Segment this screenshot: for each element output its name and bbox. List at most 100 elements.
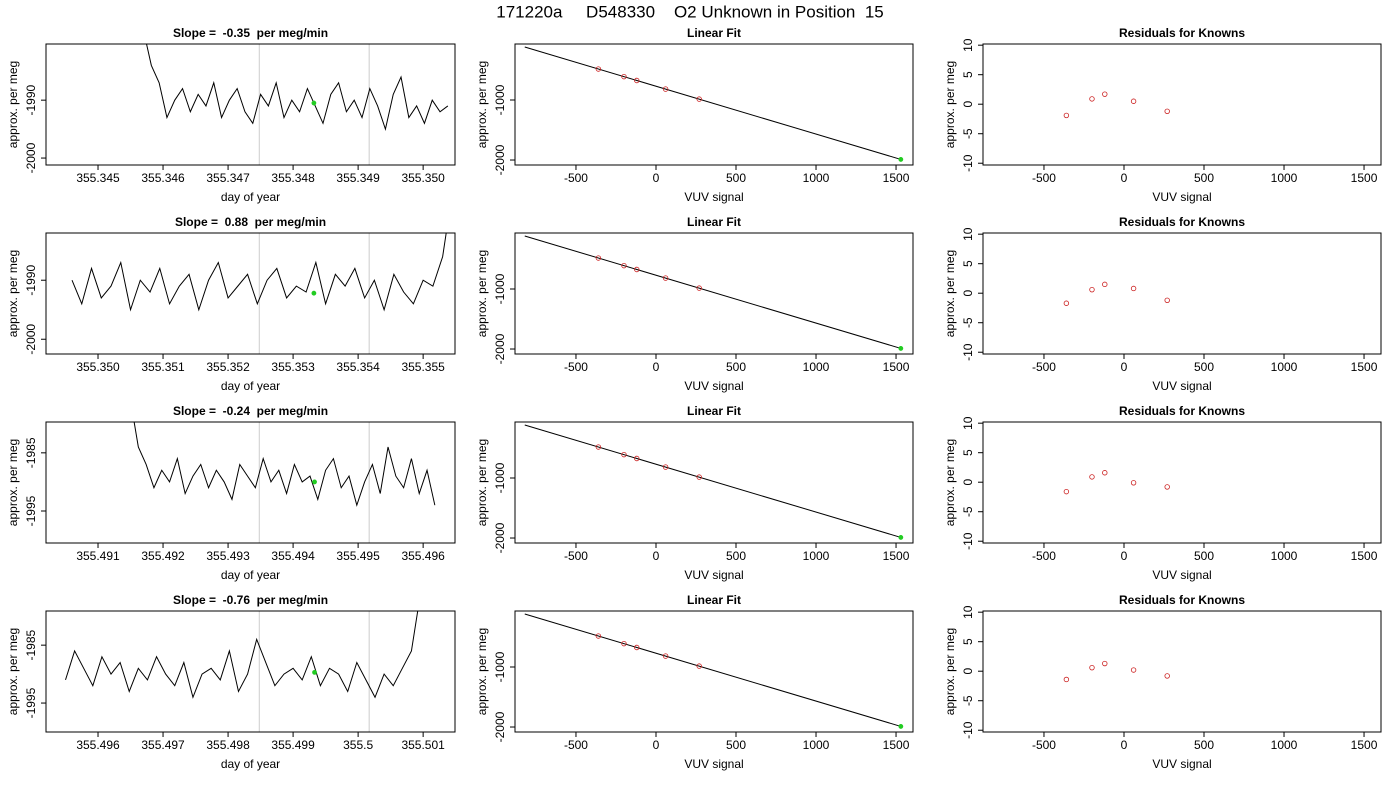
x-tick-label: 1000: [1271, 360, 1298, 374]
x-tick-label: 355.352: [206, 360, 250, 374]
y-tick-label: -2000: [493, 144, 507, 175]
panel: Linear Fit VUV signal approx. per meg -500 0…: [475, 593, 914, 771]
data-point: [662, 653, 669, 659]
x-tick-label: 500: [726, 360, 746, 374]
panel: Linear Fit VUV signal approx. per meg -500 0…: [475, 404, 914, 582]
y-tick-label: -1985: [24, 437, 38, 468]
data-point: [1089, 286, 1095, 293]
y-axis-label: approx. per meg: [6, 439, 20, 526]
panel: Slope = -0.76 per meg/min day of year appr…: [6, 593, 456, 771]
panel: Residuals for Knowns VUV signal approx. pe…: [943, 26, 1382, 204]
panel: Linear Fit VUV signal approx. per meg -500 0…: [475, 215, 914, 393]
data-point: [1102, 91, 1108, 97]
plot-area: [1063, 91, 1170, 119]
panel: Linear Fit VUV signal approx. per meg -500 0…: [475, 26, 914, 204]
y-axis-label: approx. per meg: [943, 61, 957, 148]
y-axis-label: approx. per meg: [6, 628, 20, 715]
data-point: [312, 479, 317, 485]
panel-title: Residuals for Knowns: [1119, 215, 1245, 229]
y-tick-label: 5: [961, 260, 975, 267]
x-tick-label: 1500: [1351, 171, 1378, 185]
y-tick-label: 0: [961, 479, 975, 486]
x-axis-label: day of year: [221, 757, 280, 771]
y-tick-label: 0: [961, 101, 975, 108]
x-tick-label: -500: [564, 360, 588, 374]
y-axis-label: approx. per meg: [475, 628, 489, 715]
y-tick-label: -1990: [24, 84, 38, 115]
y-tick-label: -10: [961, 343, 975, 361]
x-axis-label: day of year: [221, 379, 280, 393]
data-point: [1130, 285, 1137, 292]
y-axis-label: approx. per meg: [475, 250, 489, 337]
x-axis-label: day of year: [221, 568, 280, 582]
x-tick-label: 355.495: [336, 549, 380, 563]
x-tick-label: 1500: [883, 549, 910, 563]
panel-title: Linear Fit: [687, 404, 741, 418]
x-tick-label: 355.350: [76, 360, 120, 374]
x-tick-label: 500: [726, 171, 746, 185]
x-tick-label: 355.497: [141, 738, 185, 752]
y-tick-label: 10: [961, 605, 975, 619]
x-tick-label: 355.354: [336, 360, 380, 374]
plot-frame: [982, 421, 1382, 544]
x-tick-label: 355.355: [401, 360, 445, 374]
x-tick-label: 0: [1121, 549, 1128, 563]
panel-title: Linear Fit: [687, 26, 741, 40]
x-tick-label: -500: [1032, 171, 1056, 185]
x-tick-label: 355.347: [206, 171, 250, 185]
data-point: [696, 285, 702, 291]
x-tick-label: 0: [653, 171, 660, 185]
panel: Residuals for Knowns VUV signal approx. pe…: [943, 215, 1382, 393]
data-point: [1063, 112, 1070, 119]
x-tick-label: 355.493: [206, 549, 250, 563]
x-tick-label: 0: [653, 549, 660, 563]
data-point: [1063, 676, 1070, 683]
panel-title: Residuals for Knowns: [1119, 593, 1245, 607]
data-point: [898, 535, 904, 540]
x-tick-label: 355.501: [401, 738, 445, 752]
panel-title: Slope = 0.88 per meg/min: [175, 215, 326, 229]
x-tick-label: 1500: [883, 360, 910, 374]
plot-area: [133, 422, 436, 543]
panel: Slope = 0.88 per meg/min day of year appro…: [6, 215, 456, 393]
plot-frame: [45, 232, 456, 355]
x-tick-label: 0: [1121, 738, 1128, 752]
data-point: [1130, 480, 1137, 486]
y-axis-label: approx. per meg: [475, 61, 489, 148]
data-line: [71, 233, 447, 312]
y-axis-label: approx. per meg: [6, 61, 20, 148]
y-tick-label: 5: [961, 449, 975, 456]
x-axis-label: VUV signal: [1152, 568, 1211, 582]
data-point: [1063, 488, 1070, 495]
x-tick-label: 1500: [1351, 549, 1378, 563]
x-tick-label: 500: [1194, 360, 1214, 374]
x-tick-label: 355.492: [141, 549, 185, 563]
data-point: [312, 669, 317, 675]
data-point: [1102, 281, 1108, 288]
y-tick-label: 10: [961, 416, 975, 430]
plot-area: [524, 235, 904, 351]
data-point: [634, 77, 640, 84]
x-tick-label: 1000: [803, 360, 830, 374]
data-line: [133, 422, 436, 507]
y-axis-label: approx. per meg: [475, 439, 489, 526]
x-tick-label: 500: [1194, 738, 1214, 752]
x-tick-label: 355.349: [336, 171, 380, 185]
y-tick-label: -1990: [24, 265, 38, 296]
data-line: [524, 235, 901, 349]
plot-area: [146, 44, 449, 165]
y-tick-label: -10: [961, 721, 975, 739]
data-point: [1089, 474, 1095, 480]
data-point: [898, 157, 904, 162]
y-axis-label: approx. per meg: [6, 250, 20, 337]
x-tick-label: 355.498: [206, 738, 250, 752]
data-point: [696, 663, 702, 669]
x-tick-label: 500: [1194, 549, 1214, 563]
x-tick-label: 355.353: [271, 360, 315, 374]
data-point: [1164, 297, 1170, 303]
y-tick-label: 10: [961, 38, 975, 52]
figure-title: 171220a D548330 O2 Unknown in Position 1…: [496, 2, 883, 21]
data-point: [696, 96, 702, 102]
data-point: [1164, 673, 1170, 679]
